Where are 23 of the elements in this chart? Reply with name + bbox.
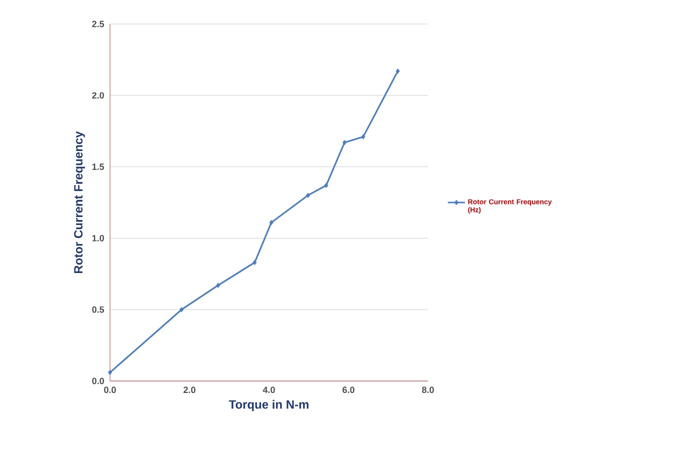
point bbox=[361, 134, 366, 140]
x-tick-label: 6.0 bbox=[342, 386, 354, 394]
y-tick-label: 0.5 bbox=[92, 306, 104, 313]
point bbox=[180, 306, 184, 312]
point bbox=[324, 182, 328, 188]
y-tick-label: 2.0 bbox=[92, 92, 104, 99]
x-axis-title: Torque in N-m bbox=[228, 400, 308, 412]
y-axis-title: Rotor Current Frequency bbox=[74, 131, 85, 274]
x-tick-label: 8.0 bbox=[422, 386, 434, 394]
point bbox=[108, 370, 112, 376]
x-tick-label: 0.0 bbox=[104, 386, 116, 394]
point bbox=[396, 68, 400, 74]
y-tick-label: 1.0 bbox=[92, 235, 104, 242]
x-tick-label: 4.0 bbox=[262, 386, 275, 394]
point bbox=[269, 220, 274, 226]
point bbox=[252, 260, 257, 266]
point bbox=[216, 282, 220, 288]
y-tick-label: 1.5 bbox=[92, 164, 104, 170]
point bbox=[342, 140, 347, 146]
x-tick-label: 2.0 bbox=[184, 386, 196, 394]
y-tick-label: 2.5 bbox=[92, 20, 104, 28]
point bbox=[306, 192, 310, 198]
y-tick-label: 0.0 bbox=[92, 378, 104, 384]
